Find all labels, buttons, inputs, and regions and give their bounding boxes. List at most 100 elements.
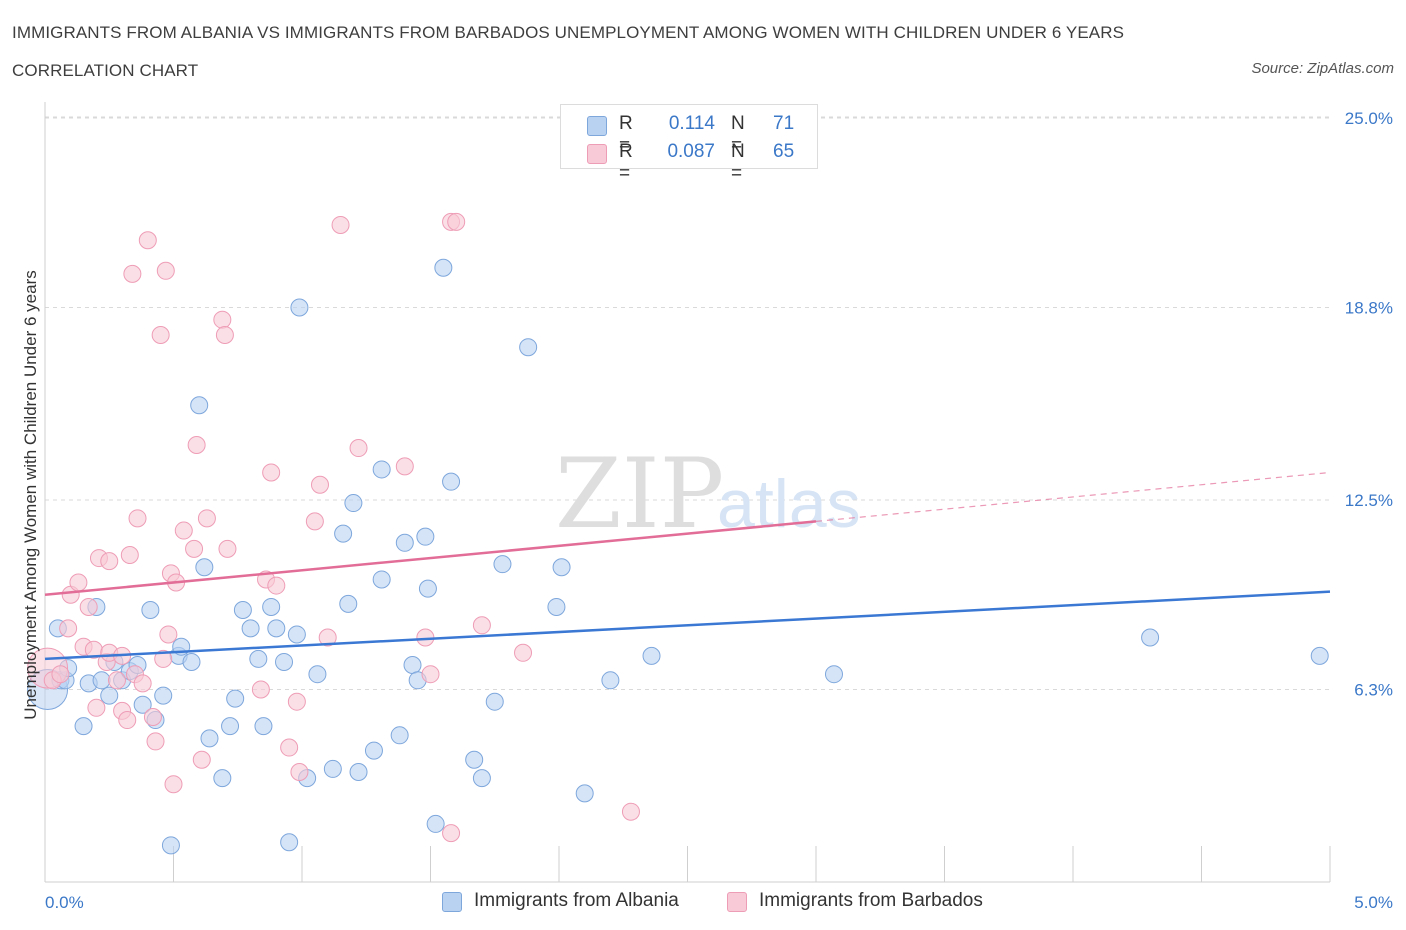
albania-point-17[interactable] [154, 686, 173, 705]
albania-point-61[interactable] [519, 338, 538, 357]
albania-point-18[interactable] [161, 836, 180, 855]
albania-point-43[interactable] [344, 494, 363, 513]
barbados-point-14[interactable] [107, 671, 126, 690]
albania-point-52[interactable] [416, 527, 435, 546]
albania-point-48[interactable] [390, 726, 409, 745]
albania-point-5[interactable] [74, 717, 93, 736]
barbados-point-43[interactable] [262, 463, 281, 482]
barbados-point-18[interactable] [120, 546, 139, 565]
barbados-point-35[interactable] [187, 435, 206, 454]
barbados-point-22[interactable] [133, 674, 152, 693]
albania-point-58[interactable] [472, 769, 491, 788]
albania-point-36[interactable] [287, 625, 306, 644]
albania-point-14[interactable] [133, 695, 152, 714]
barbados-point-25[interactable] [146, 732, 165, 751]
barbados-point-45[interactable] [280, 738, 299, 757]
albania-point-53[interactable] [418, 579, 437, 598]
barbados-point-38[interactable] [213, 310, 232, 329]
albania-point-32[interactable] [262, 597, 281, 616]
barbados-point-46[interactable] [287, 692, 306, 711]
barbados-point-60[interactable] [514, 643, 533, 662]
barbados-point-21[interactable] [128, 509, 147, 528]
barbados-point-19[interactable] [123, 264, 142, 283]
albania-point-46[interactable] [372, 570, 391, 589]
albania-point-59[interactable] [485, 692, 504, 711]
albania-point-42[interactable] [339, 594, 358, 613]
albania-point-9[interactable] [100, 686, 119, 705]
barbados-point-9[interactable] [87, 698, 106, 717]
barbados-point-26[interactable] [151, 325, 170, 344]
albania-point-24[interactable] [200, 729, 219, 748]
barbados-point-23[interactable] [138, 231, 157, 250]
barbados-point-39[interactable] [215, 325, 234, 344]
albania-point-33[interactable] [267, 619, 286, 638]
albania-point-56[interactable] [442, 472, 461, 491]
albania-point-15[interactable] [141, 601, 160, 620]
albania-point-21[interactable] [182, 652, 201, 671]
barbados-point-17[interactable] [118, 711, 137, 730]
albania-point-45[interactable] [364, 741, 383, 760]
barbados-point-36[interactable] [192, 750, 211, 769]
albania-point-57[interactable] [465, 750, 484, 769]
barbados-point-34[interactable] [185, 539, 204, 558]
albania-point-35[interactable] [280, 833, 299, 852]
barbados-point-51[interactable] [331, 215, 350, 234]
barbados-point-29[interactable] [159, 625, 178, 644]
barbados-point-2[interactable] [51, 665, 70, 684]
albania-point-26[interactable] [221, 717, 240, 736]
albania-point-60[interactable] [493, 555, 512, 574]
barbados-point-24[interactable] [143, 707, 162, 726]
barbados-point-58[interactable] [447, 212, 466, 231]
albania-point-69[interactable] [1310, 646, 1329, 665]
albania-point-64[interactable] [575, 784, 594, 803]
albania-point-50[interactable] [403, 656, 422, 675]
barbados-point-55[interactable] [421, 665, 440, 684]
barbados-point-13[interactable] [100, 552, 119, 571]
barbados-point-49[interactable] [310, 475, 329, 494]
barbados-point-3[interactable] [59, 619, 78, 638]
barbados-point-27[interactable] [154, 649, 173, 668]
albania-point-28[interactable] [233, 601, 252, 620]
barbados-point-61[interactable] [621, 802, 640, 821]
albania-point-41[interactable] [334, 524, 353, 543]
albania-point-40[interactable] [323, 759, 342, 778]
albania-point-29[interactable] [241, 619, 260, 638]
albania-point-25[interactable] [213, 769, 232, 788]
barbados-point-7[interactable] [79, 597, 98, 616]
albania-point-23[interactable] [195, 558, 214, 577]
barbados-point-52[interactable] [349, 439, 368, 458]
albania-point-54[interactable] [426, 814, 445, 833]
albania-point-63[interactable] [552, 558, 571, 577]
albania-point-22[interactable] [190, 396, 209, 415]
barbados-point-47[interactable] [290, 762, 309, 781]
barbados-point-59[interactable] [472, 616, 491, 635]
albania-point-27[interactable] [226, 689, 245, 708]
albania-point-62[interactable] [547, 597, 566, 616]
albania-point-39[interactable] [308, 665, 327, 684]
barbados-point-40[interactable] [218, 539, 237, 558]
albania-point-8[interactable] [92, 671, 111, 690]
albania-point-47[interactable] [372, 460, 391, 479]
barbados-point-44[interactable] [267, 576, 286, 595]
barbados-point-48[interactable] [305, 512, 324, 531]
albania-point-67[interactable] [824, 665, 843, 684]
barbados-point-33[interactable] [174, 521, 193, 540]
albania-point-49[interactable] [395, 533, 414, 552]
barbados-point-31[interactable] [164, 775, 183, 794]
albania-point-68[interactable] [1141, 628, 1160, 647]
barbados-point-56[interactable] [442, 824, 461, 843]
barbados-point-5[interactable] [69, 573, 88, 592]
albania-point-65[interactable] [601, 671, 620, 690]
albania-point-30[interactable] [249, 649, 268, 668]
barbados-point-50[interactable] [318, 628, 337, 647]
barbados-point-28[interactable] [156, 261, 175, 280]
albania-point-66[interactable] [642, 646, 661, 665]
albania-point-44[interactable] [349, 762, 368, 781]
barbados-point-53[interactable] [395, 457, 414, 476]
albania-point-34[interactable] [275, 652, 294, 671]
albania-point-55[interactable] [434, 258, 453, 277]
albania-point-37[interactable] [290, 298, 309, 317]
barbados-point-41[interactable] [251, 680, 270, 699]
albania-point-31[interactable] [254, 717, 273, 736]
barbados-point-37[interactable] [197, 509, 216, 528]
